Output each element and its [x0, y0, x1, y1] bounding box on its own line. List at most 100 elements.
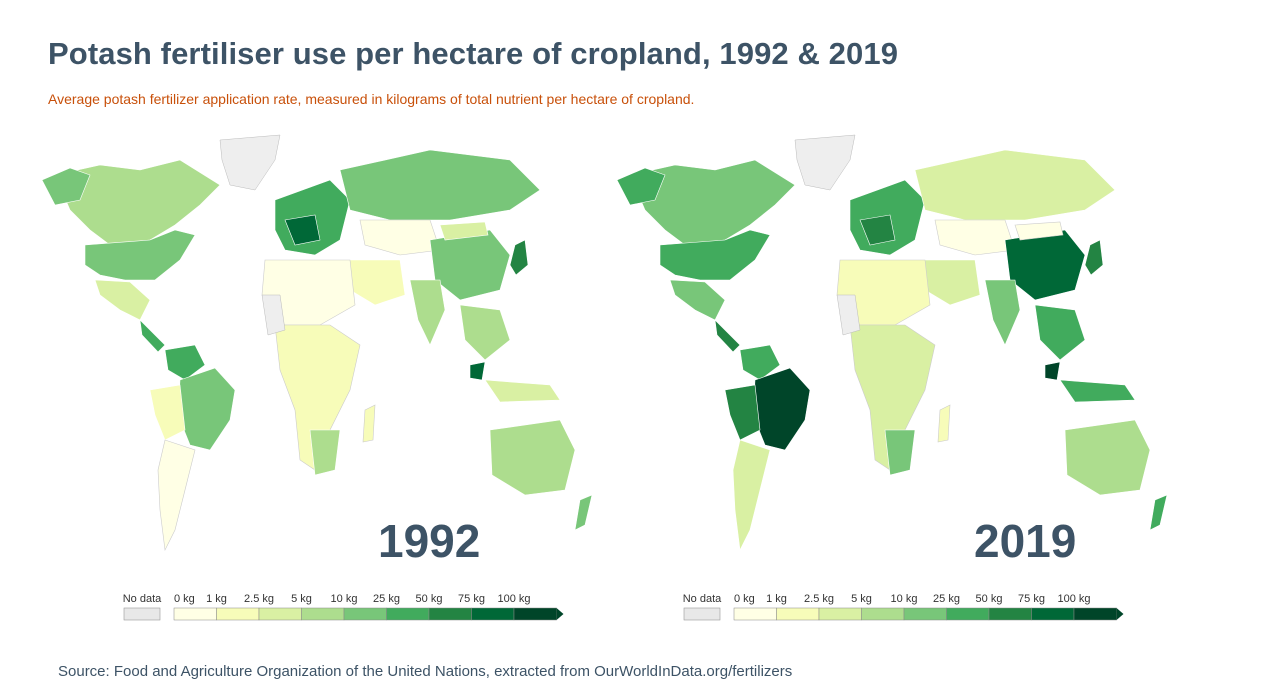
region-brazil — [177, 367, 236, 451]
region-andes — [724, 384, 761, 441]
legend-swatch-8 — [1073, 607, 1117, 621]
region-western-europe — [859, 214, 896, 246]
legend-no-data-swatch — [683, 607, 721, 621]
legend-swatch-2 — [818, 607, 862, 621]
region-central-america — [714, 319, 741, 353]
legend-tick-label: 5 kg — [291, 593, 312, 605]
legend-swatch-0 — [173, 607, 217, 621]
legend-tick-label: 10 kg — [891, 593, 918, 605]
region-greenland — [219, 134, 281, 191]
region-china — [429, 229, 511, 301]
legend-swatch-1 — [216, 607, 260, 621]
region-brazil — [752, 367, 811, 451]
region-china — [1004, 229, 1086, 301]
region-australia — [489, 419, 576, 496]
region-andes — [149, 384, 186, 441]
legend-tick-label: 50 kg — [416, 593, 443, 605]
legend-tick-label: 1 kg — [206, 593, 227, 605]
legend-swatch-4 — [343, 607, 387, 621]
region-russia — [339, 149, 541, 221]
legend-tick-label: 25 kg — [933, 593, 960, 605]
region-malaysia — [1044, 361, 1061, 381]
region-northern-south-america — [164, 344, 206, 381]
region-madagascar — [362, 404, 376, 443]
legend-no-data-label: No data — [123, 593, 162, 605]
region-southeast-asia — [1034, 304, 1086, 361]
region-new-zealand — [574, 494, 593, 531]
legend-tick-label: 75 kg — [1018, 593, 1045, 605]
chart-subtitle: Average potash fertilizer application ra… — [48, 91, 695, 107]
legend-tick-label: 100 kg — [497, 593, 530, 605]
region-northern-south-america — [739, 344, 781, 381]
region-no-data-africa — [261, 294, 286, 336]
legend-tick-label: 25 kg — [373, 593, 400, 605]
legend-tick-label: 75 kg — [458, 593, 485, 605]
region-middle-east — [924, 259, 981, 306]
region-southern-cone — [157, 439, 196, 552]
region-mexico — [94, 279, 151, 321]
legend-arrow — [556, 608, 564, 620]
region-middle-east — [349, 259, 406, 306]
legend-no-data-swatch — [123, 607, 161, 621]
region-japan — [509, 239, 529, 276]
legend-swatch-6 — [988, 607, 1032, 621]
legend-swatch-8 — [513, 607, 557, 621]
region-india — [984, 279, 1021, 346]
region-alaska — [41, 167, 91, 206]
region-no-data-africa — [836, 294, 861, 336]
region-alaska — [616, 167, 666, 206]
legend-swatch-7 — [471, 607, 515, 621]
year-label-1992: 1992 — [378, 515, 481, 567]
region-indonesia — [484, 379, 561, 403]
region-russia — [914, 149, 1116, 221]
region-usa — [659, 229, 771, 281]
legend-tick-label: 2.5 kg — [244, 593, 274, 605]
legend-swatch-7 — [1031, 607, 1075, 621]
region-western-europe — [284, 214, 321, 246]
legend-swatch-3 — [861, 607, 905, 621]
legend-no-data-label: No data — [683, 593, 722, 605]
region-central-america — [139, 319, 166, 353]
region-southeast-asia — [459, 304, 511, 361]
chart-title: Potash fertiliser use per hectare of cro… — [48, 36, 899, 71]
legend-swatch-3 — [301, 607, 345, 621]
region-central-asia — [359, 219, 441, 256]
region-canada — [629, 159, 796, 246]
region-new-zealand — [1149, 494, 1168, 531]
legend-tick-label: 5 kg — [851, 593, 872, 605]
legend-tick-label: 10 kg — [331, 593, 358, 605]
region-madagascar — [937, 404, 951, 443]
legend-swatch-5 — [386, 607, 430, 621]
region-japan — [1084, 239, 1104, 276]
legend-tick-label: 1 kg — [766, 593, 787, 605]
legend-tick-label: 100 kg — [1057, 593, 1090, 605]
legend-tick-label: 0 kg — [734, 593, 755, 605]
legend-swatch-5 — [946, 607, 990, 621]
region-mongolia — [1014, 221, 1064, 241]
legend-tick-label: 2.5 kg — [804, 593, 834, 605]
region-mongolia — [439, 221, 489, 241]
region-malaysia — [469, 361, 486, 381]
region-southern-africa — [884, 429, 916, 476]
region-southern-africa — [309, 429, 341, 476]
legend-arrow — [1116, 608, 1124, 620]
legend-swatch-1 — [776, 607, 820, 621]
legend-swatch-6 — [428, 607, 472, 621]
region-indonesia — [1059, 379, 1136, 403]
legend-swatch-0 — [733, 607, 777, 621]
world-map-1992 — [30, 130, 630, 570]
region-canada — [54, 159, 221, 246]
region-usa — [84, 229, 196, 281]
region-mexico — [669, 279, 726, 321]
region-greenland — [794, 134, 856, 191]
color-legend-2019: No data 0 kg 1 kg 2.5 kg 5 kg 10 kg 25 kg 50 kg… — [682, 588, 1124, 632]
legend-tick-label: 50 kg — [976, 593, 1003, 605]
year-label-2019: 2019 — [974, 515, 1077, 567]
region-central-asia — [934, 219, 1016, 256]
source-note: Source: Food and Agriculture Organizatio… — [58, 663, 793, 680]
legend-tick-label: 0 kg — [174, 593, 195, 605]
world-map-2019 — [605, 130, 1205, 570]
color-legend-1992: No data 0 kg 1 kg 2.5 kg 5 kg 10 kg 25 kg 50 kg… — [122, 588, 564, 632]
region-india — [409, 279, 446, 346]
region-australia — [1064, 419, 1151, 496]
